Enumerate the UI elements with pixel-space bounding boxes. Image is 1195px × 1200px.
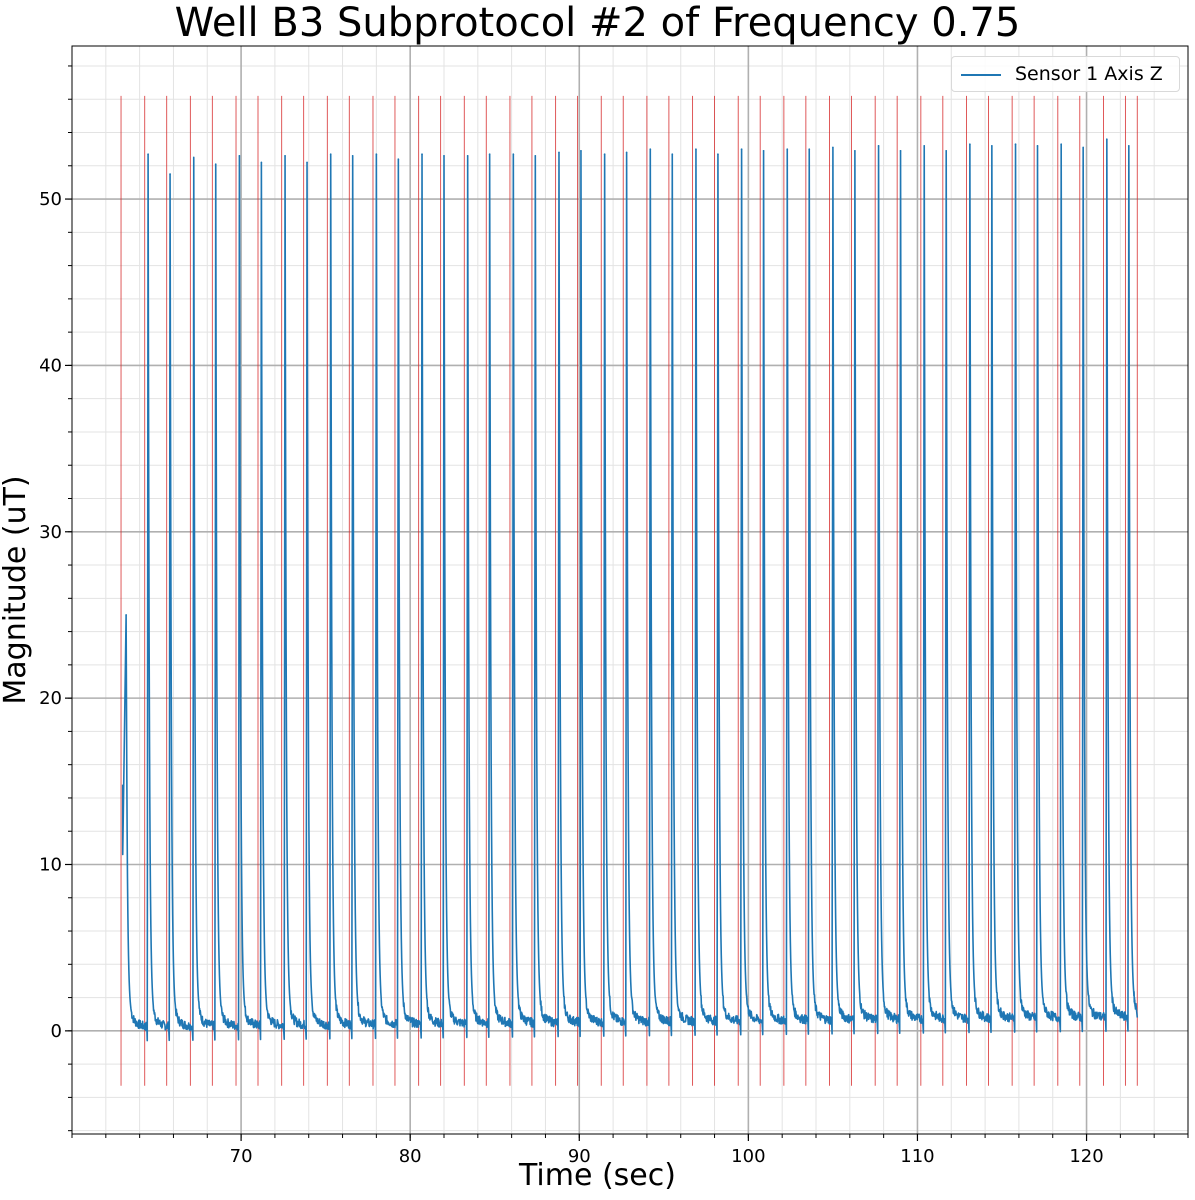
series-peak-point <box>717 153 719 155</box>
x-tick-label: 80 <box>399 1146 422 1167</box>
y-tick-label: 0 <box>51 1021 62 1042</box>
x-axis-ticks: 70 80 90 100 110 120 <box>71 1134 1189 1167</box>
series-peak-point <box>443 154 445 157</box>
x-tick-label: 120 <box>1069 1146 1103 1167</box>
series-peak-point <box>329 153 332 155</box>
x-tick-label: 110 <box>900 1146 934 1167</box>
series-peak-point <box>558 151 560 154</box>
series-peak-point <box>375 153 378 155</box>
series-peak-point <box>945 150 947 152</box>
series-peak-point <box>740 148 743 150</box>
legend-line-swatch <box>961 74 1001 76</box>
y-tick-label: 20 <box>39 688 62 709</box>
series-peak-point <box>466 154 469 157</box>
series-peak-point <box>649 148 652 150</box>
y-tick-label: 30 <box>39 522 62 543</box>
series-peak-point <box>625 151 628 154</box>
series-peak-point <box>671 153 674 155</box>
series-peak-point <box>969 143 971 145</box>
series-peak-point <box>421 153 423 155</box>
legend-label: Sensor 1 Axis Z <box>1015 63 1163 85</box>
series-peak-point <box>1014 143 1017 145</box>
y-tick-label: 50 <box>39 189 62 210</box>
series-peak-point <box>147 153 149 155</box>
series-peak-point <box>923 145 926 147</box>
series-peak-point <box>306 161 308 164</box>
series-peak-point <box>832 146 834 149</box>
series-peak-point <box>808 148 811 150</box>
series-peak-point <box>786 148 789 150</box>
series-peak-point <box>1128 145 1130 147</box>
x-tick-label: 70 <box>230 1146 253 1167</box>
series-peak-point <box>169 173 171 175</box>
series-peak-point <box>512 153 515 155</box>
series-peak-point <box>534 154 537 157</box>
legend: Sensor 1 Axis Z <box>951 56 1180 92</box>
series-peak-point <box>397 158 400 160</box>
x-tick-label: 100 <box>731 1146 765 1167</box>
series-peak-point <box>695 148 697 150</box>
series-peak-point <box>1036 145 1039 147</box>
chart-title: Well B3 Subprotocol #2 of Frequency 0.75 <box>174 0 1021 46</box>
series-peak-point <box>260 161 263 164</box>
x-tick-label: 90 <box>568 1146 591 1167</box>
y-axis-ticks: 0 10 20 30 40 50 <box>39 65 72 1132</box>
y-axis-label: Magnitude (uT) <box>0 475 33 705</box>
plot-frame <box>71 45 1189 1135</box>
series-peak-point <box>284 154 286 157</box>
series-line-sensor-1-axis-z <box>121 138 1139 1042</box>
y-tick-label: 10 <box>39 854 62 875</box>
series-peak-point <box>854 150 856 152</box>
series-peak-point <box>488 153 491 155</box>
series-peak-point <box>238 154 241 157</box>
series-peak-point <box>1106 138 1108 140</box>
series-peak-point <box>125 614 127 616</box>
series-peak-point <box>580 150 582 152</box>
series-peak-point <box>1082 146 1084 149</box>
series-peak-point <box>351 154 354 157</box>
y-tick-label: 40 <box>39 355 62 376</box>
x-axis-label: Time (sec) <box>519 1158 676 1193</box>
series-group <box>121 138 1139 1042</box>
series-peak-point <box>214 163 217 165</box>
series-peak-point <box>1060 143 1062 145</box>
series-peak-point <box>877 145 880 147</box>
series-peak-point <box>991 145 993 147</box>
stimulation-markers <box>120 95 1138 1086</box>
series-peak-point <box>192 156 195 159</box>
series-peak-point <box>603 153 606 155</box>
series-peak-point <box>762 150 765 152</box>
series-peak-point <box>899 150 902 152</box>
